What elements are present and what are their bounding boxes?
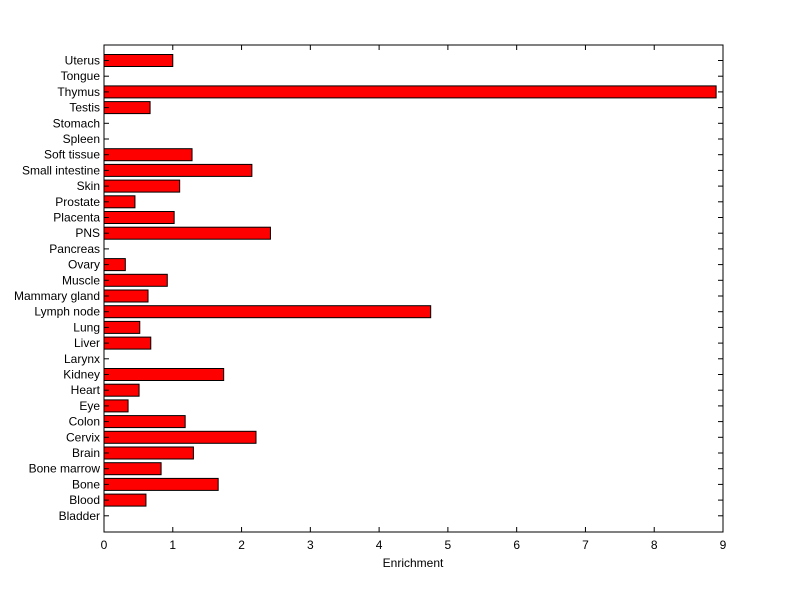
y-tick-label: Muscle xyxy=(62,273,100,287)
x-tick-label: 0 xyxy=(101,538,108,552)
bar-cervix xyxy=(103,430,257,444)
y-tick-label: Blood xyxy=(69,493,100,507)
y-tick-label: Soft tissue xyxy=(44,148,100,162)
bar-lung xyxy=(103,320,141,334)
y-tick-label: Cervix xyxy=(66,430,100,444)
y-tick-label: Small intestine xyxy=(22,163,100,177)
bar-small-intestine xyxy=(103,163,253,177)
x-tick-label: 7 xyxy=(582,538,589,552)
y-tick-label: Tongue xyxy=(61,69,101,83)
y-tick-label: Pancreas xyxy=(49,242,100,256)
bar-pns xyxy=(103,226,271,240)
bar-testis xyxy=(103,101,151,115)
y-tick-label: Heart xyxy=(71,383,101,397)
y-tick-label: Lung xyxy=(73,320,100,334)
y-tick-label: Thymus xyxy=(57,85,100,99)
bar-mammary-gland xyxy=(103,289,149,303)
y-tick-label: Placenta xyxy=(53,211,100,225)
x-tick-label: 4 xyxy=(376,538,383,552)
y-tick-label: Bladder xyxy=(59,509,100,523)
bar-blood xyxy=(103,493,147,507)
bar-heart xyxy=(103,383,140,397)
y-tick-label: Stomach xyxy=(53,116,100,130)
bar-placenta xyxy=(103,211,175,224)
y-tick-label: Bone xyxy=(72,477,100,491)
y-tick-label: Kidney xyxy=(63,368,100,382)
y-tick-label: Spleen xyxy=(63,132,100,146)
bar-lymph-node xyxy=(103,305,432,319)
bar-colon xyxy=(103,415,186,429)
bar-thymus xyxy=(103,85,717,99)
y-tick-label: Ovary xyxy=(68,258,100,272)
bar-bone xyxy=(103,477,219,491)
y-tick-label: Bone marrow xyxy=(29,462,101,476)
y-tick-label: Colon xyxy=(69,415,100,429)
plot-frame xyxy=(103,44,724,533)
x-tick-label: 2 xyxy=(238,538,245,552)
y-tick-label: Eye xyxy=(79,399,100,413)
bar-liver xyxy=(103,336,152,350)
ticks-group xyxy=(103,45,724,532)
y-tick-label: Testis xyxy=(69,101,100,115)
plot-area xyxy=(104,45,723,532)
bar-uterus xyxy=(103,54,174,67)
y-tick-label: Mammary gland xyxy=(14,289,100,303)
x-tick-label: 8 xyxy=(651,538,658,552)
x-axis-label: Enrichment xyxy=(383,556,444,570)
bar-muscle xyxy=(103,273,168,287)
y-tick-label: PNS xyxy=(75,226,100,240)
bar-brain xyxy=(103,446,194,460)
bar-skin xyxy=(103,179,181,193)
x-tick-label: 6 xyxy=(513,538,520,552)
y-tick-label: Prostate xyxy=(55,195,100,209)
y-tick-label: Larynx xyxy=(64,352,100,366)
x-tick-label: 3 xyxy=(307,538,314,552)
y-tick-label: Lymph node xyxy=(34,305,100,319)
y-tick-label: Liver xyxy=(74,336,100,350)
bar-soft-tissue xyxy=(103,148,193,162)
y-tick-label: Brain xyxy=(72,446,100,460)
y-tick-label: Uterus xyxy=(65,54,100,68)
x-tick-label: 9 xyxy=(720,538,727,552)
x-tick-label: 1 xyxy=(169,538,176,552)
bar-kidney xyxy=(103,368,225,381)
y-tick-label: Skin xyxy=(77,179,100,193)
x-tick-label: 5 xyxy=(445,538,452,552)
bar-bone-marrow xyxy=(103,462,162,476)
